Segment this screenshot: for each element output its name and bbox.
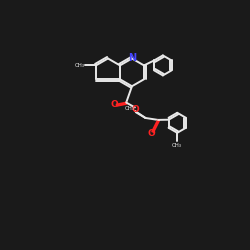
- Text: N: N: [128, 54, 136, 64]
- Text: CH₃: CH₃: [172, 144, 182, 148]
- Text: O: O: [147, 129, 155, 138]
- Text: CH₃: CH₃: [125, 106, 135, 111]
- Text: CH₃: CH₃: [74, 63, 85, 68]
- Text: O: O: [132, 105, 140, 114]
- Text: O: O: [110, 100, 118, 109]
